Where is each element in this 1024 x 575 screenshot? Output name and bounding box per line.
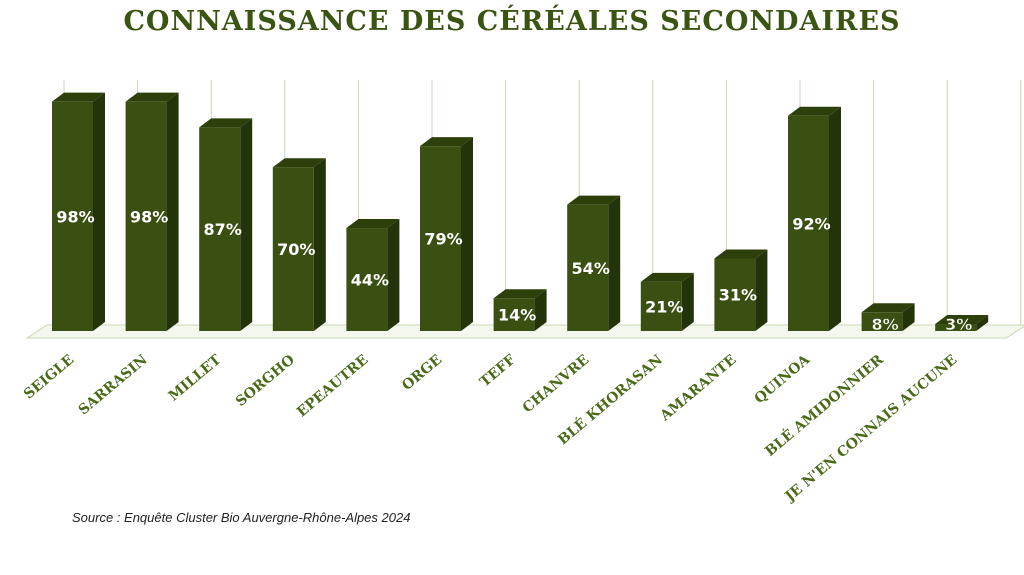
data-label: 79% [424,230,462,249]
bar [272,167,314,331]
bar-side [93,92,105,332]
bar [935,323,977,331]
data-label: 21% [645,297,683,316]
bar-top [272,158,326,168]
category-label: ORGE [399,352,445,394]
category-label: AMARANTE [657,352,740,425]
category-label: QUINOA [752,351,814,407]
bar-group [640,272,694,331]
bar-group [567,195,621,331]
bar-group [935,314,989,331]
bar-top [420,137,473,147]
bar-group [199,118,253,331]
bar [567,204,609,331]
data-label: 98% [130,207,168,226]
category-label: SEIGLE [21,352,77,403]
bar [52,101,93,332]
bar-top [493,289,547,299]
data-label: 3% [945,315,972,334]
bar-group [52,92,105,332]
category-label: SARRASIN [76,352,151,419]
data-label: 31% [719,286,757,305]
bar [861,312,903,331]
bar-top [640,272,694,282]
bar-side [608,195,621,331]
bar [714,258,756,331]
bar-group [272,158,326,331]
bar-side [313,158,326,331]
bar-top [125,92,179,102]
bar [493,298,535,331]
category-label: CHANVRE [520,352,592,416]
bar-side [166,92,179,332]
bar-side [755,249,768,331]
data-label: 8% [872,315,899,334]
data-label: 87% [204,220,242,239]
bar-group [788,106,841,331]
data-label: 70% [277,240,315,259]
data-label: 14% [498,306,536,325]
bar-group [346,219,400,331]
category-label: TEFF [477,352,519,391]
bar-group [861,303,915,331]
bar [788,115,829,331]
category-label: MILLET [166,351,225,404]
bar-group [125,92,179,332]
bar-side [240,118,253,331]
category-label: EPEAUTRE [294,352,371,421]
chart-title: CONNAISSANCE DES CÉRÉALES SECONDAIRES [123,6,901,37]
bar-top [714,249,768,259]
bar-top [567,195,621,205]
bar-group [493,289,547,331]
bar-top [199,118,253,128]
source-note: Source : Enquête Cluster Bio Auvergne-Rh… [72,510,411,525]
category-label: SORGHO [233,352,298,410]
bar [125,101,167,332]
bar-group [420,137,473,331]
bar-side [902,303,915,331]
bars-layer [52,92,989,332]
bar-top [788,106,841,116]
data-label: 54% [572,259,610,278]
bar [199,127,241,331]
bar-side [461,137,473,331]
bar-top [52,92,105,102]
data-label: 98% [56,207,94,226]
bar [346,228,388,331]
bar-side [534,289,547,331]
bar-top [861,303,915,313]
bar-side [387,219,400,331]
data-label: 44% [351,271,389,290]
bar [640,281,682,331]
data-label: 92% [792,214,830,233]
bar-side [976,314,989,331]
bar-side [681,272,694,331]
bar [420,146,461,331]
bar-group [714,249,768,331]
category-label: BLÉ AMIDONNIER [761,350,887,460]
bar-side [829,106,841,331]
bar-top [346,219,400,229]
bar-top [935,314,989,324]
